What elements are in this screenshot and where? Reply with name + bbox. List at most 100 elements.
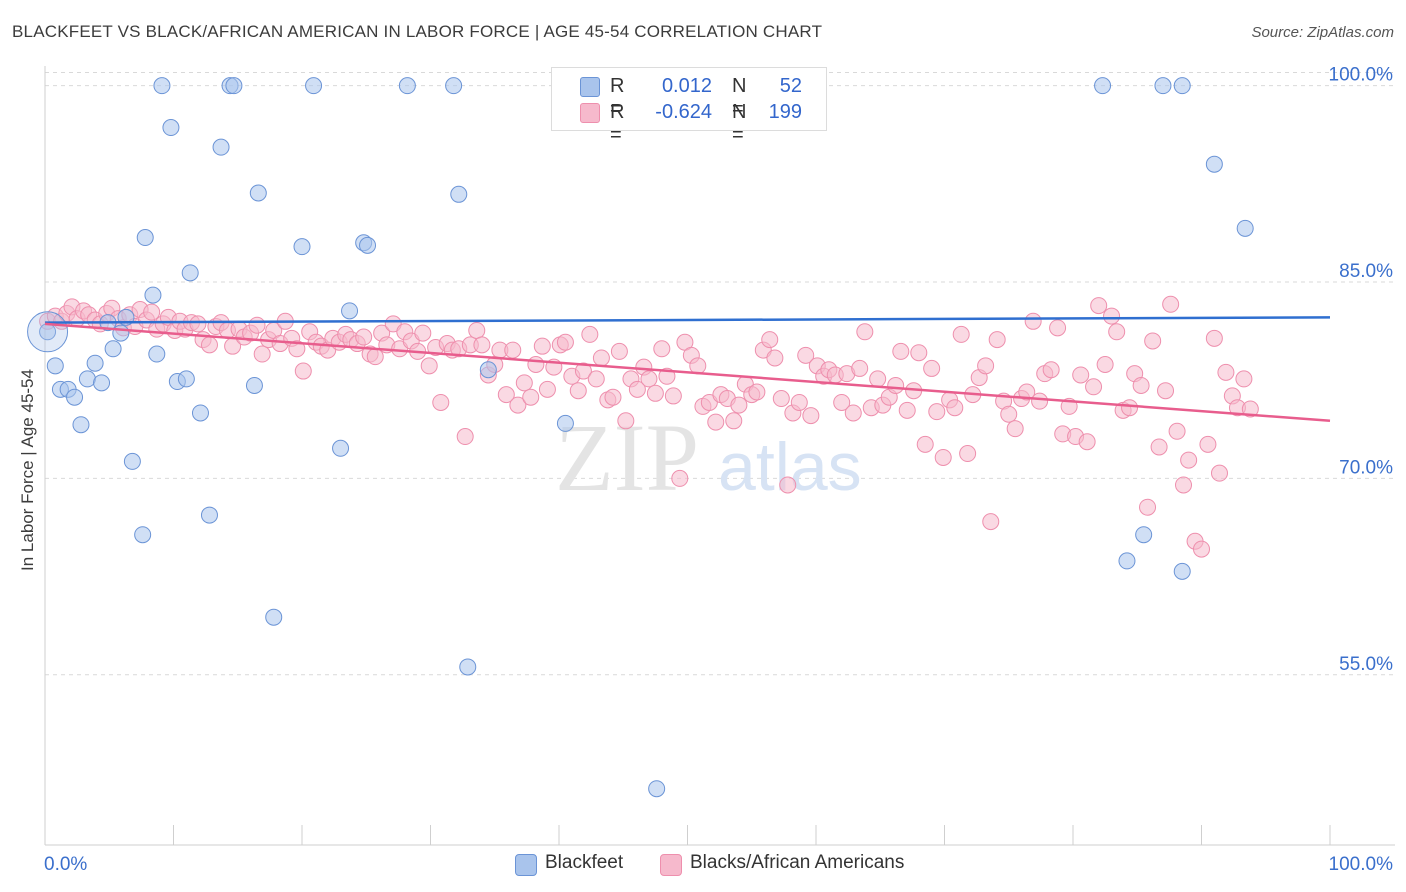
point-blacks-african-americans (569, 382, 587, 400)
point-blacks-african-americans (959, 445, 977, 463)
point-blackfeet (305, 77, 323, 95)
correlation-legend: R = 0.012 N = 52 R = -0.624 N = 199 (551, 67, 827, 146)
point-blacks-african-americans (1049, 319, 1067, 337)
point-blacks-african-americans (1078, 433, 1096, 451)
point-blacks-african-americans (189, 315, 207, 333)
point-blacks-african-americans (671, 469, 689, 487)
point-blackfeet (1173, 562, 1191, 580)
point-blacks-african-americans (946, 399, 964, 417)
point-blackfeet (479, 361, 497, 379)
point-blacks-african-americans (1072, 366, 1090, 384)
legend-r-value: 0.012 (661, 75, 712, 97)
point-blacks-african-americans (1090, 297, 1108, 315)
point-blackfeet (162, 119, 180, 137)
point-blacks-african-americans (556, 333, 574, 351)
point-blacks-african-americans (1108, 323, 1126, 341)
point-blackfeet (1154, 77, 1172, 95)
point-blackfeet (46, 357, 64, 375)
point-blacks-african-americans (200, 336, 218, 354)
point-blackfeet (249, 184, 267, 202)
chart-title: BLACKFEET VS BLACK/AFRICAN AMERICAN IN L… (12, 22, 823, 41)
point-blacks-african-americans (143, 303, 161, 321)
point-blacks-african-americans (1217, 363, 1235, 381)
point-blacks-african-americans (456, 428, 474, 446)
point-blackfeet (225, 77, 243, 95)
point-blacks-african-americans (869, 370, 887, 388)
point-blacks-african-americans (294, 362, 312, 380)
point-blacks-african-americans (730, 396, 748, 414)
point-blacks-african-americans (952, 325, 970, 343)
point-blacks-african-americans (1042, 361, 1060, 379)
point-blacks-african-americans (355, 328, 373, 346)
legend-r-label: R = (610, 101, 625, 146)
legend-label-blackfeet: Blackfeet (545, 852, 624, 873)
point-blacks-african-americans (1018, 383, 1036, 401)
series-blackfeet (27, 77, 1254, 798)
legend-label-blacks: Blacks/African Americans (690, 852, 905, 873)
point-blacks-african-americans (802, 407, 820, 425)
axes (44, 66, 1395, 846)
point-blacks-african-americans (916, 435, 934, 453)
point-blackfeet (136, 229, 154, 247)
x-tick-label-min: 0.0% (44, 854, 87, 875)
legend-n-value: 52 (779, 75, 802, 97)
point-blackfeet (556, 414, 574, 432)
point-blacks-african-americans (797, 346, 815, 364)
point-blacks-african-americans (1175, 476, 1193, 494)
point-blacks-african-americans (833, 393, 851, 411)
legend-n-label: N = (732, 75, 747, 120)
point-blacks-african-americans (664, 387, 682, 405)
point-blacks-african-americans (574, 362, 592, 380)
legend-n-value: 199 (768, 101, 802, 123)
point-blacks-african-americans (1000, 405, 1018, 423)
point-blackfeet (332, 439, 350, 457)
point-blacks-african-americans (1139, 498, 1157, 516)
point-blackfeet (1236, 219, 1254, 237)
point-blacks-african-americans (1085, 378, 1103, 396)
point-blacks-african-americans (1096, 356, 1114, 374)
point-blackfeet (245, 376, 263, 394)
point-blacks-african-americans (1150, 438, 1168, 456)
point-blacks-african-americans (1144, 332, 1162, 350)
point-blacks-african-americans (640, 370, 658, 388)
point-blacks-african-americans (1235, 370, 1253, 388)
point-blacks-african-americans (689, 357, 707, 375)
point-blacks-african-americans (1006, 420, 1024, 438)
point-blacks-african-americans (1132, 376, 1150, 394)
point-blacks-african-americans (617, 412, 635, 430)
point-blacks-african-americans (504, 341, 522, 359)
point-blacks-african-americans (707, 413, 725, 431)
point-blackfeet (72, 416, 90, 434)
point-blacks-african-americans (587, 370, 605, 388)
point-blacks-african-americans (725, 412, 743, 430)
point-blacks-african-americans (1168, 422, 1186, 440)
point-blackfeet (123, 452, 141, 470)
point-blacks-african-americans (1205, 329, 1223, 347)
point-blackfeet (86, 354, 104, 372)
legend-r-value: -0.624 (655, 101, 712, 123)
point-blacks-african-americans (592, 349, 610, 367)
point-blacks-african-americans (892, 342, 910, 360)
point-blacks-african-americans (420, 357, 438, 375)
point-blacks-african-americans (646, 384, 664, 402)
series-legend: Blackfeet Blacks/African Americans (0, 852, 1406, 878)
point-blackfeet (181, 264, 199, 282)
watermark-atlas: atlas (718, 429, 862, 505)
point-blacks-african-americans (515, 374, 533, 392)
point-blackfeet (341, 302, 359, 320)
point-blacks-african-americans (772, 390, 790, 408)
point-blackfeet (104, 340, 122, 358)
y-tick-label: 85.0% (1339, 261, 1393, 282)
point-blacks-african-americans (761, 331, 779, 349)
point-blackfeet (1094, 77, 1112, 95)
point-blackfeet (153, 77, 171, 95)
point-blacks-african-americans (851, 359, 869, 377)
trendline-blackfeet (44, 316, 1331, 324)
point-blackfeet (265, 608, 283, 626)
point-blackfeet (66, 388, 84, 406)
point-blackfeet (177, 370, 195, 388)
point-blacks-african-americans (982, 513, 1000, 531)
point-blacks-african-americans (288, 340, 306, 358)
legend-n-label: N = (732, 101, 747, 146)
